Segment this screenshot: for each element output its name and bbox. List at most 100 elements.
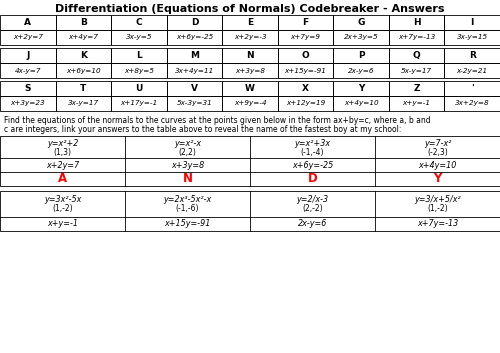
- Bar: [166, 63, 222, 78]
- Text: x+3y=23: x+3y=23: [10, 101, 45, 107]
- Text: 2x-y=6: 2x-y=6: [298, 220, 327, 228]
- Bar: [56, 48, 111, 63]
- Text: 3x-y=5: 3x-y=5: [126, 35, 152, 41]
- Text: (1,3): (1,3): [54, 148, 72, 156]
- Text: B: B: [80, 18, 87, 27]
- Bar: [111, 96, 166, 111]
- Bar: [222, 63, 278, 78]
- Text: x+2y=7: x+2y=7: [13, 35, 43, 41]
- Text: Y: Y: [434, 173, 442, 185]
- Text: x+y=-1: x+y=-1: [402, 101, 430, 107]
- Text: D: D: [190, 18, 198, 27]
- Text: x+y=-1: x+y=-1: [47, 220, 78, 228]
- Text: P: P: [358, 51, 364, 60]
- Bar: [389, 30, 444, 45]
- Bar: [334, 63, 389, 78]
- Bar: [334, 48, 389, 63]
- Text: W: W: [245, 84, 255, 93]
- Text: H: H: [413, 18, 420, 27]
- Text: A: A: [24, 18, 32, 27]
- Text: (-1,-6): (-1,-6): [176, 204, 199, 214]
- Text: 2x-y=6: 2x-y=6: [348, 67, 374, 73]
- Text: x+4y=10: x+4y=10: [418, 161, 457, 169]
- Bar: [0, 136, 500, 186]
- Text: O: O: [302, 51, 310, 60]
- Text: R: R: [469, 51, 476, 60]
- Bar: [56, 30, 111, 45]
- Text: G: G: [358, 18, 365, 27]
- Text: J: J: [26, 51, 30, 60]
- Text: y=2/x-3: y=2/x-3: [296, 195, 328, 203]
- Bar: [56, 15, 111, 30]
- Bar: [222, 15, 278, 30]
- Bar: [444, 63, 500, 78]
- Bar: [444, 81, 500, 96]
- Text: Find the equations of the normals to the curves at the points given below in the: Find the equations of the normals to the…: [4, 116, 430, 125]
- Bar: [278, 48, 334, 63]
- Text: 3x+2y=8: 3x+2y=8: [455, 101, 490, 107]
- Text: x+6y=-25: x+6y=-25: [292, 161, 333, 169]
- Bar: [0, 48, 56, 63]
- Text: y=2x³-5x²-x: y=2x³-5x²-x: [164, 195, 212, 203]
- Bar: [0, 30, 56, 45]
- Bar: [334, 15, 389, 30]
- Text: x+2y=7: x+2y=7: [46, 161, 79, 169]
- Bar: [444, 30, 500, 45]
- Bar: [222, 81, 278, 96]
- Bar: [444, 48, 500, 63]
- Text: M: M: [190, 51, 199, 60]
- Text: T: T: [80, 84, 86, 93]
- Text: (-1,-4): (-1,-4): [301, 148, 324, 156]
- Text: x+3y=8: x+3y=8: [171, 161, 204, 169]
- Text: x+4y=10: x+4y=10: [344, 101, 378, 107]
- Text: y=x²+2: y=x²+2: [47, 138, 78, 148]
- Text: K: K: [80, 51, 87, 60]
- Text: x+9y=-4: x+9y=-4: [234, 101, 266, 107]
- Bar: [111, 30, 166, 45]
- Text: c are integers, link your answers to the table above to reveal the name of the f: c are integers, link your answers to the…: [4, 125, 402, 134]
- Bar: [0, 96, 56, 111]
- Text: X: X: [302, 84, 309, 93]
- Text: N: N: [246, 51, 254, 60]
- Text: (-2,3): (-2,3): [427, 148, 448, 156]
- Bar: [444, 96, 500, 111]
- Bar: [0, 191, 500, 231]
- Bar: [0, 81, 56, 96]
- Bar: [56, 81, 111, 96]
- Bar: [166, 30, 222, 45]
- Text: 3x+4y=11: 3x+4y=11: [175, 67, 214, 73]
- Bar: [389, 81, 444, 96]
- Text: V: V: [191, 84, 198, 93]
- Text: y=x²+3x: y=x²+3x: [294, 138, 330, 148]
- Bar: [166, 48, 222, 63]
- Bar: [56, 96, 111, 111]
- Text: y=x²-x: y=x²-x: [174, 138, 201, 148]
- Text: x+8y=5: x+8y=5: [124, 67, 154, 73]
- Text: 2x+3y=5: 2x+3y=5: [344, 35, 378, 41]
- Bar: [334, 81, 389, 96]
- Text: x+4y=7: x+4y=7: [68, 35, 98, 41]
- Bar: [389, 15, 444, 30]
- Text: (2,-2): (2,-2): [302, 204, 323, 214]
- Bar: [166, 96, 222, 111]
- Text: L: L: [136, 51, 142, 60]
- Text: ': ': [471, 84, 474, 93]
- Bar: [111, 15, 166, 30]
- Bar: [0, 63, 56, 78]
- Bar: [278, 15, 334, 30]
- Text: x+7y=9: x+7y=9: [290, 35, 320, 41]
- Text: x-2y=21: x-2y=21: [456, 67, 488, 73]
- Bar: [166, 15, 222, 30]
- Text: A: A: [58, 173, 67, 185]
- Text: Differentiation (Equations of Normals) Codebreaker - Answers: Differentiation (Equations of Normals) C…: [55, 4, 445, 14]
- Text: (2,2): (2,2): [178, 148, 196, 156]
- Text: D: D: [308, 173, 318, 185]
- Text: x+15y=-91: x+15y=-91: [284, 67, 327, 73]
- Bar: [278, 63, 334, 78]
- Bar: [222, 48, 278, 63]
- Text: y=3x²-5x: y=3x²-5x: [44, 195, 81, 203]
- Bar: [389, 96, 444, 111]
- Text: S: S: [24, 84, 31, 93]
- Text: E: E: [247, 18, 253, 27]
- Bar: [389, 48, 444, 63]
